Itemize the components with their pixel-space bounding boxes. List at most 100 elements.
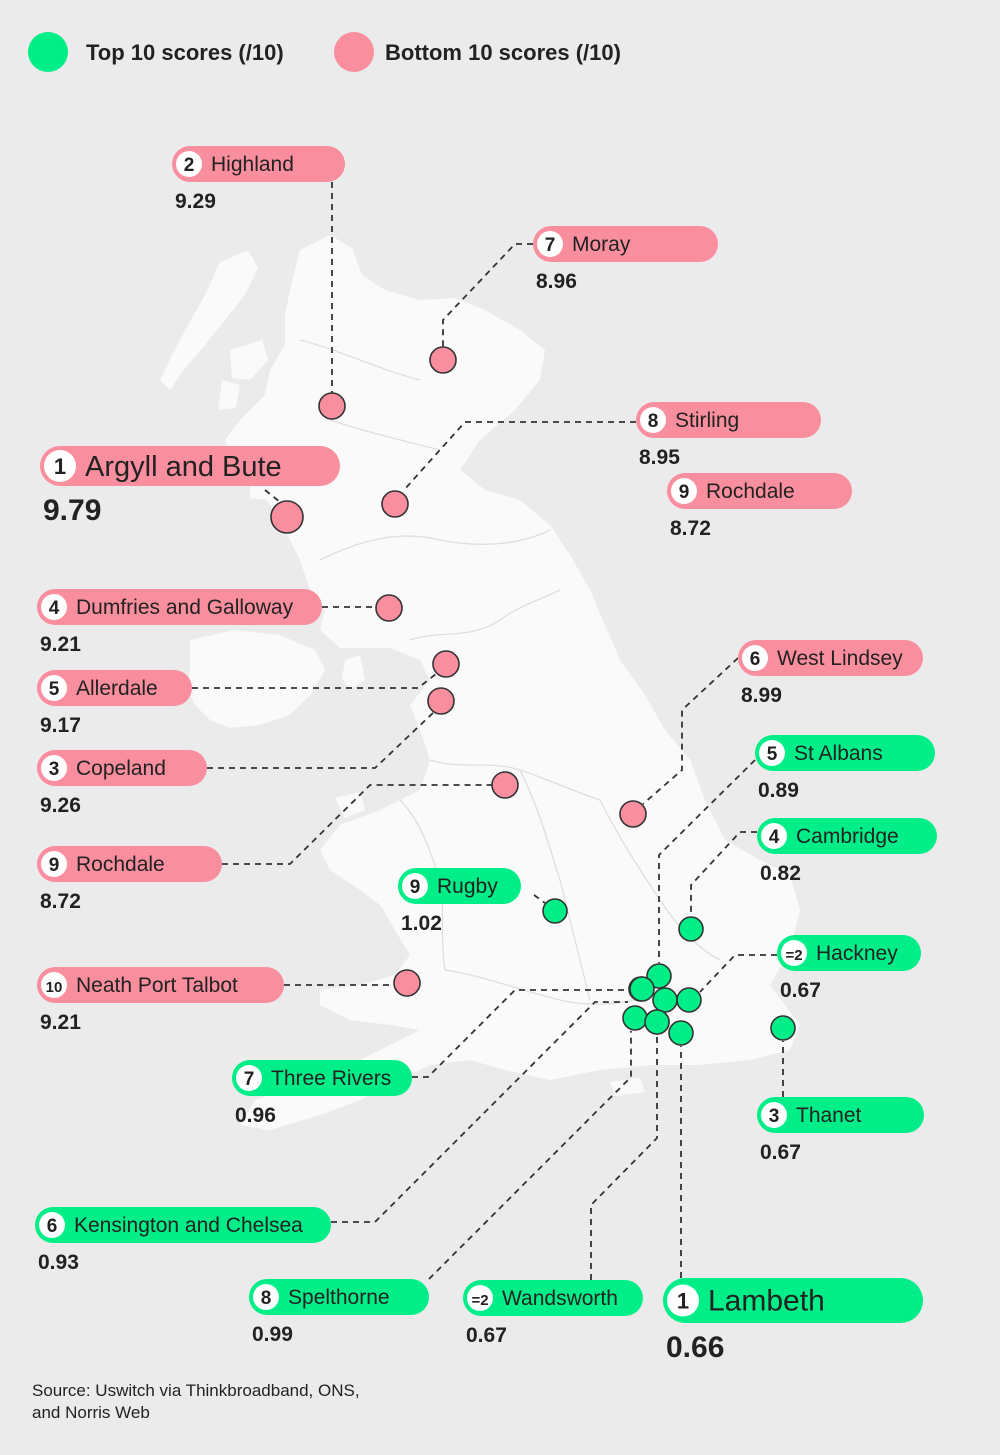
bottom-rank-badge [41, 851, 67, 877]
top-rank-badge [467, 1285, 493, 1311]
bottom-rank: 4 [49, 598, 60, 619]
top-pill [663, 1278, 923, 1323]
bottom-label-4[interactable]: 5 Allerdale 9.17 [37, 670, 192, 737]
top-leader-9 [533, 894, 546, 904]
bottom-marker-9[interactable] [491, 771, 519, 799]
top-rank: 5 [767, 744, 778, 765]
top-rank: 9 [410, 877, 421, 898]
top-marker-9[interactable] [542, 898, 568, 924]
top-label-6[interactable]: 6 Kensington and Chelsea 0.93 [35, 1207, 331, 1274]
top-score: 1.02 [401, 912, 442, 935]
top-label-9[interactable]: 9 Rugby 1.02 [398, 868, 521, 935]
bottom-marker-2[interactable] [427, 687, 455, 715]
bottom-label-8[interactable]: 9 Rochdale 8.72 [667, 473, 852, 540]
top-pill [757, 818, 937, 854]
top-rank: =2 [785, 947, 802, 964]
bottom-rank-badge [671, 478, 697, 504]
bottom-label-2[interactable]: 3 Copeland 9.26 [37, 750, 207, 817]
bottom-rank: 9 [679, 482, 690, 503]
top-pill [757, 1097, 924, 1133]
bottom-name: Rochdale [76, 853, 165, 876]
bottom-rank: 8 [648, 411, 659, 432]
legend-bottom-label: Bottom 10 scores (/10) [385, 40, 621, 65]
bottom-rank-badge [176, 151, 202, 177]
bottom-marker-0[interactable] [270, 500, 304, 534]
bottom-label-0[interactable]: 1 Argyll and Bute 9.79 [40, 446, 340, 527]
top-score: 0.93 [38, 1251, 79, 1274]
bottom-label-6[interactable]: 7 Moray 8.96 [533, 226, 718, 293]
top-marker-1[interactable] [676, 987, 702, 1013]
bottom-pill [172, 146, 345, 182]
top-marker-extra-1[interactable] [644, 1009, 670, 1035]
top-label-0[interactable]: 1 Lambeth 0.66 [663, 1278, 923, 1364]
top-rank: 3 [769, 1106, 780, 1127]
bottom-name: Neath Port Talbot [76, 974, 238, 997]
top-marker-0[interactable] [668, 1020, 694, 1046]
bottom-name: West Lindsey [777, 647, 903, 670]
bottom-label-3[interactable]: 4 Dumfries and Galloway 9.21 [37, 589, 322, 656]
bottom-label-1[interactable]: 2 Highland 9.29 [172, 146, 345, 213]
legend-top-swatch [28, 32, 68, 72]
bottom-marker-6[interactable] [429, 346, 457, 374]
top-leader-2 [590, 1035, 658, 1280]
top-pill [249, 1279, 429, 1315]
bottom-score: 9.29 [175, 190, 216, 213]
bottom-leader-7 [403, 421, 636, 491]
top-name: Rugby [437, 875, 498, 898]
top-score: 0.67 [466, 1324, 507, 1347]
top-label-7[interactable]: 7 Three Rivers 0.96 [232, 1060, 412, 1127]
bottom-label-5[interactable]: 6 West Lindsey 8.99 [738, 640, 923, 707]
top-pill [232, 1060, 412, 1096]
bottom-leader-4 [192, 673, 437, 689]
bottom-score: 9.21 [40, 1011, 81, 1034]
bottom-marker-7[interactable] [381, 490, 409, 518]
top-label-5[interactable]: 5 St Albans 0.89 [755, 735, 935, 802]
bottom-pill [37, 750, 207, 786]
top-marker-7[interactable] [629, 976, 655, 1002]
top-rank: 8 [261, 1288, 272, 1309]
top-marker-4[interactable] [678, 916, 704, 942]
legend-bottom-swatch [334, 32, 374, 72]
bottom-leader-6 [442, 243, 533, 347]
bottom-rank: 1 [54, 454, 66, 479]
top-marker-8[interactable] [622, 1005, 648, 1031]
top-label-4[interactable]: 4 Cambridge 0.82 [757, 818, 937, 885]
bottom-marker-1[interactable] [318, 392, 346, 420]
top-marker-extra-0[interactable] [652, 987, 678, 1013]
top-rank-badge [667, 1284, 699, 1317]
top-rank-badge [761, 823, 787, 849]
bottom-label-7[interactable]: 8 Stirling 8.95 [636, 402, 821, 469]
bottom-score: 9.17 [40, 714, 81, 737]
top-score: 0.82 [760, 862, 801, 885]
top-label-3[interactable]: 3 Thanet 0.67 [757, 1097, 924, 1164]
region-borders [299, 339, 721, 1005]
top-label-2[interactable]: =2 Wandsworth 0.67 [463, 1280, 643, 1347]
top-pill [398, 868, 521, 904]
top-score: 0.66 [666, 1331, 724, 1364]
bottom-marker-5[interactable] [619, 800, 647, 828]
bottom-marker-10[interactable] [393, 969, 421, 997]
bottom-name: Dumfries and Galloway [76, 596, 294, 619]
bottom-score: 8.99 [741, 684, 782, 707]
top-score: 0.67 [780, 979, 821, 1002]
top-marker-5[interactable] [646, 963, 672, 989]
top-marker-3[interactable] [770, 1015, 796, 1041]
top-name: Three Rivers [271, 1067, 391, 1090]
bottom-name: Highland [211, 153, 294, 176]
bottom-rank-badge [41, 594, 67, 620]
top-leader-6 [331, 1001, 628, 1223]
top-rank-badge [39, 1212, 65, 1238]
top-rank-badge [759, 740, 785, 766]
top-leader-1 [699, 954, 777, 993]
bottom-marker-3[interactable] [375, 594, 403, 622]
bottom-score: 9.79 [43, 494, 101, 527]
bottom-label-9[interactable]: 9 Rochdale 8.72 [37, 846, 222, 913]
top-label-8[interactable]: 8 Spelthorne 0.99 [249, 1279, 429, 1346]
top-rank: 4 [769, 827, 780, 848]
bottom-rank: 7 [545, 235, 556, 256]
top-name: Kensington and Chelsea [74, 1214, 303, 1237]
bottom-marker-4[interactable] [432, 650, 460, 678]
top-rank: =2 [471, 1292, 488, 1309]
top-label-1[interactable]: =2 Hackney 0.67 [777, 935, 921, 1002]
bottom-label-10[interactable]: 10 Neath Port Talbot 9.21 [37, 967, 284, 1034]
